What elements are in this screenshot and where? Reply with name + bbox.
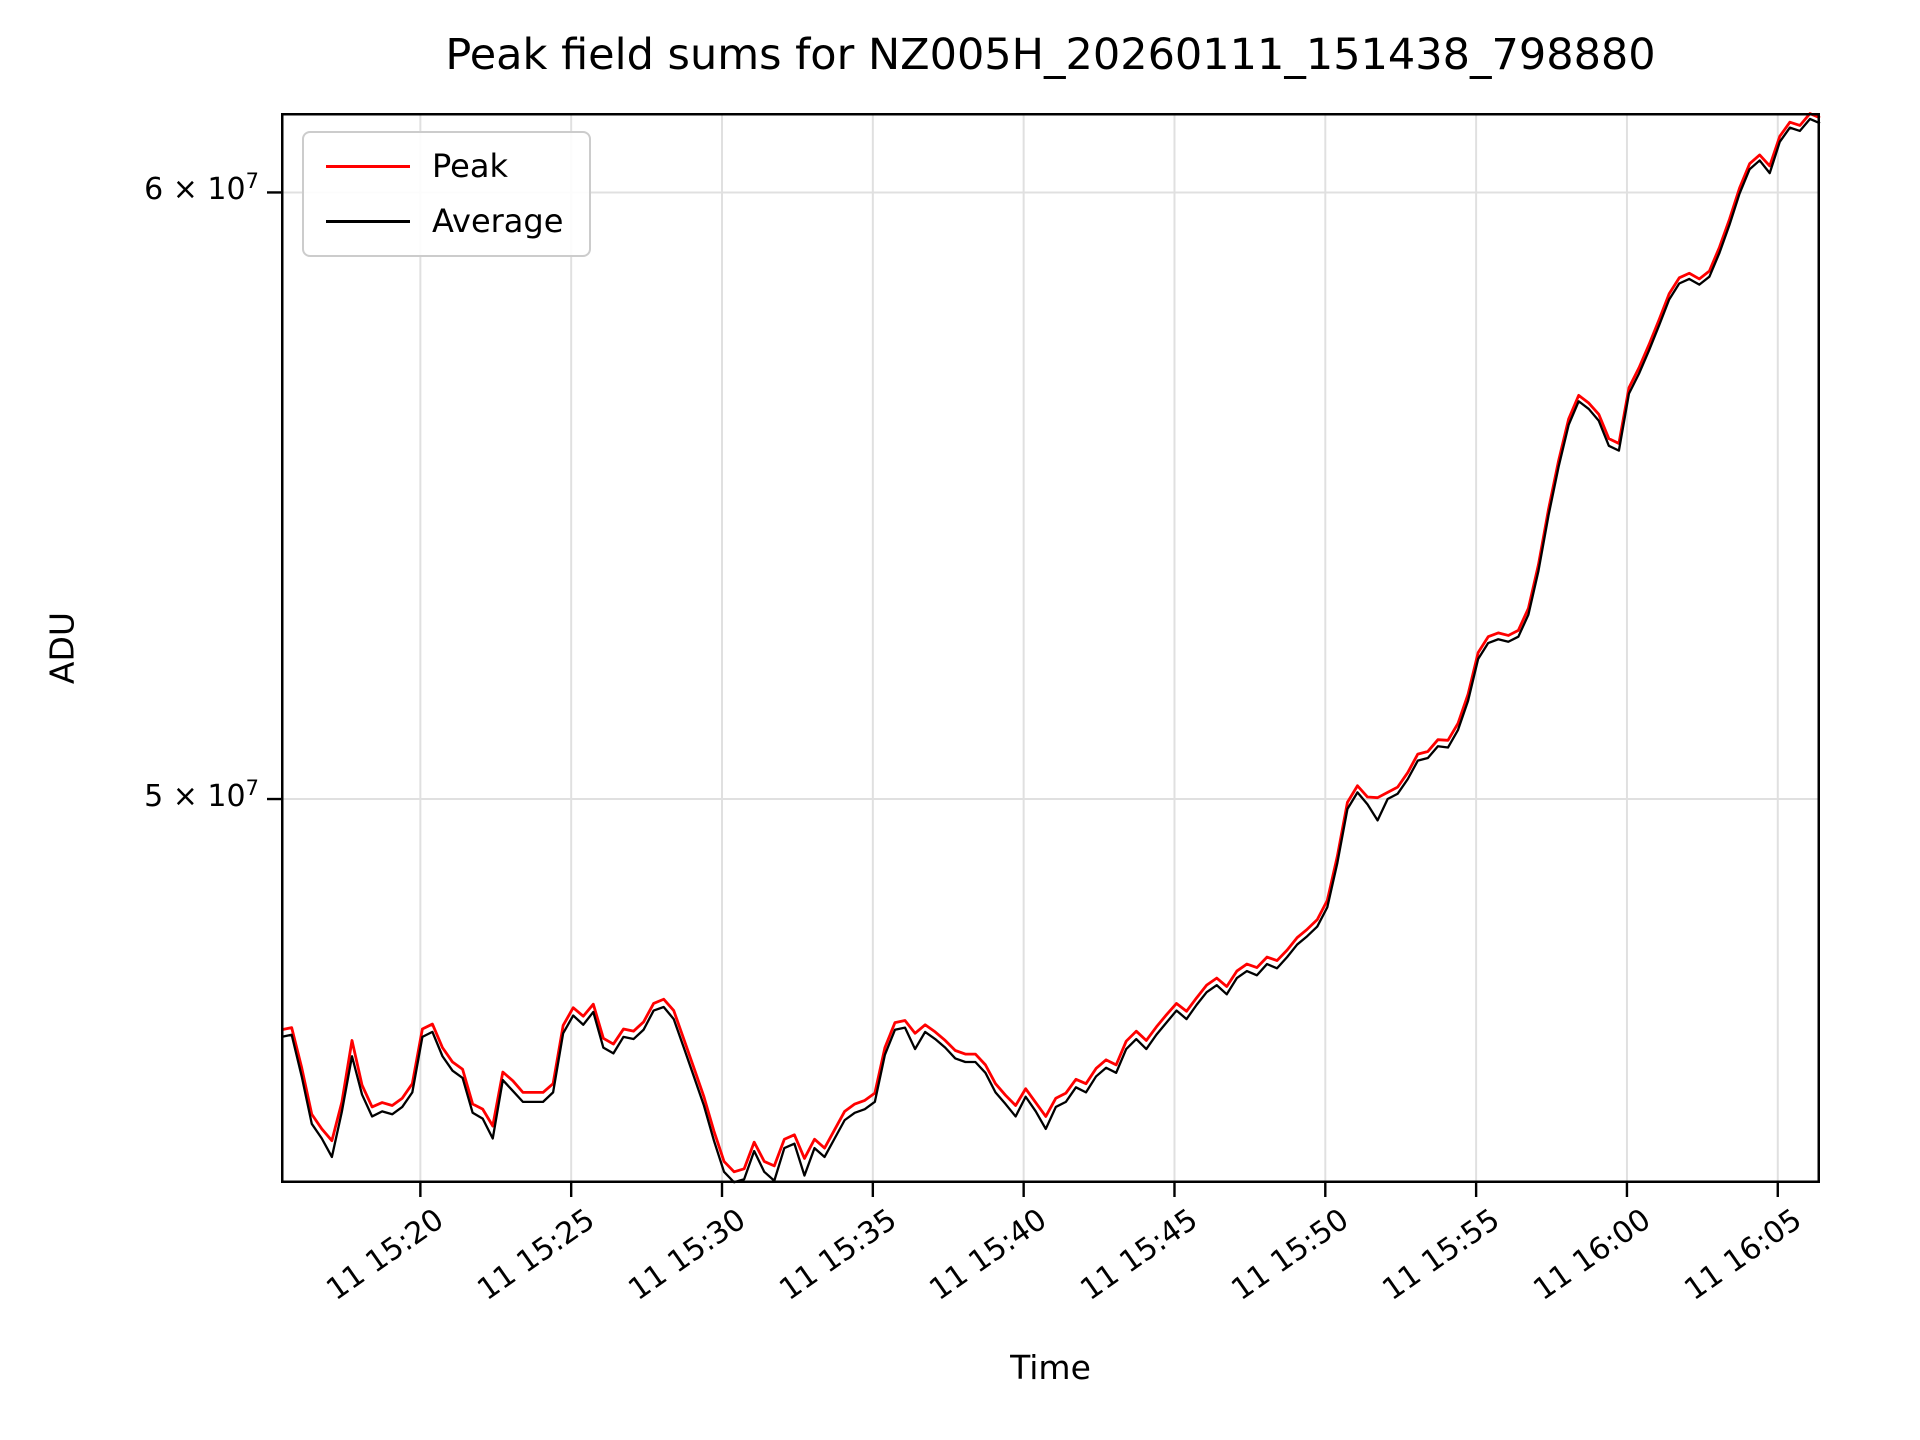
x-tick-label: 11 15:40 bbox=[923, 1202, 1054, 1308]
plot-frame bbox=[281, 113, 1820, 1183]
y-axis-label: ADU bbox=[42, 611, 82, 685]
y-tick-label: 6 × 107 bbox=[144, 169, 259, 208]
legend: Peak Average bbox=[302, 131, 592, 258]
chart-title: Peak field sums for NZ005H_20260111_1514… bbox=[445, 30, 1656, 80]
plot-area: Peak Average bbox=[267, 112, 1821, 1197]
y-tick-label: 5 × 107 bbox=[144, 776, 259, 815]
average-line-swatch bbox=[326, 220, 410, 224]
x-tick-label: 11 15:20 bbox=[320, 1202, 451, 1308]
x-tick-label: 11 16:00 bbox=[1527, 1202, 1658, 1308]
x-tick-label: 11 15:35 bbox=[772, 1202, 903, 1308]
x-tick-label: 11 15:45 bbox=[1074, 1202, 1205, 1308]
x-tick-label: 11 15:55 bbox=[1376, 1202, 1507, 1308]
x-tick-label: 11 15:25 bbox=[471, 1202, 602, 1308]
x-tick-label: 11 16:05 bbox=[1677, 1202, 1808, 1308]
series-line-peak bbox=[281, 112, 1821, 1174]
plot-canvas bbox=[267, 112, 1821, 1197]
x-tick-label: 11 15:50 bbox=[1225, 1202, 1356, 1308]
legend-item-average: Average bbox=[326, 202, 564, 241]
x-tick-label: 11 15:30 bbox=[622, 1202, 753, 1308]
legend-label-average: Average bbox=[432, 202, 564, 241]
legend-item-peak: Peak bbox=[326, 147, 563, 185]
peak-line-swatch bbox=[326, 165, 410, 169]
x-axis-label: Time bbox=[1010, 1348, 1091, 1387]
legend-label-peak: Peak bbox=[432, 147, 508, 185]
series-line-average bbox=[281, 117, 1821, 1184]
